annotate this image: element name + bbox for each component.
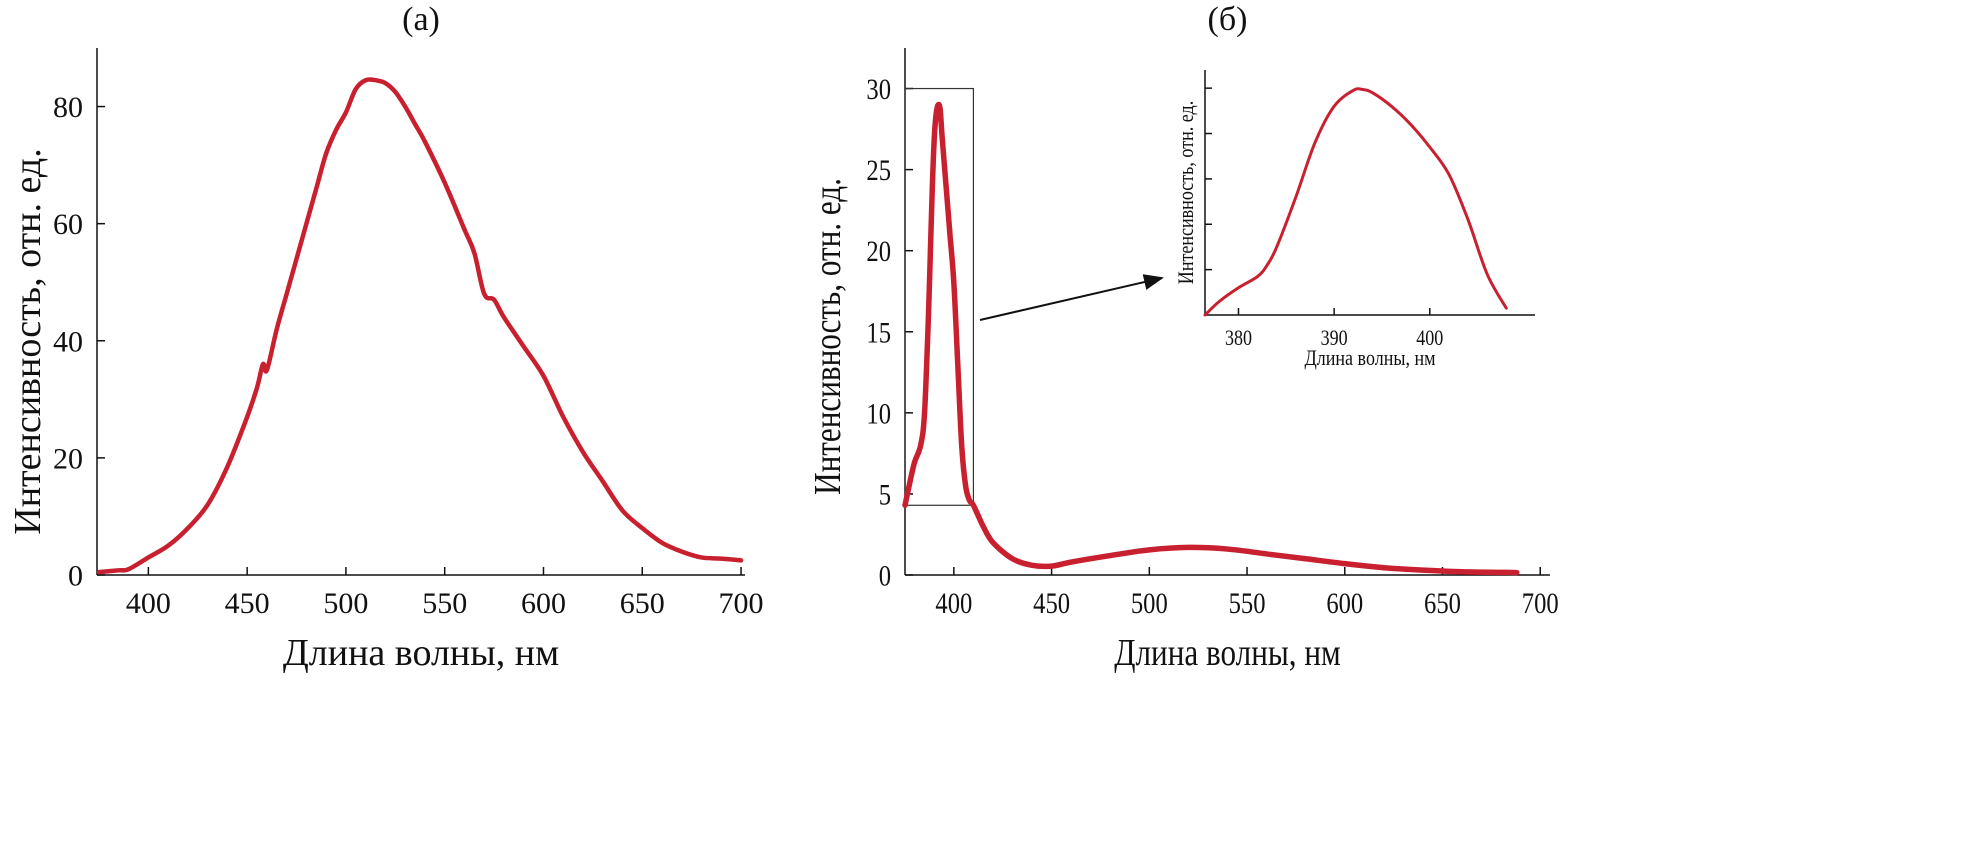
- y-axis-label: Интенсивность, отн. ед.: [806, 178, 849, 495]
- y-tick-label: 40: [53, 325, 83, 358]
- x-tick-label: 380: [1225, 326, 1252, 350]
- y-tick-label: 5: [879, 478, 891, 511]
- x-axis-label: Длина волны, нм: [1304, 346, 1435, 370]
- x-axis-label: Длина волны, нм: [1114, 631, 1341, 674]
- chart-title: (б): [1208, 1, 1248, 38]
- x-tick-label: 400: [1416, 326, 1443, 350]
- y-tick-label: 15: [866, 316, 891, 349]
- y-tick-label: 80: [53, 91, 83, 124]
- y-tick-label: 25: [866, 154, 891, 187]
- x-axis-label: Длина волны, нм: [283, 632, 559, 674]
- chart-panel-b: 400 450 500 550 600 650 700 0 5 10 15 20 25 30 (б) Длин…: [806, 1, 1559, 674]
- x-tick-label: 500: [1131, 587, 1168, 620]
- series-line: [96, 77, 744, 575]
- series-line: [902, 101, 1520, 576]
- chart-panel-a: 400 450 500 550 600 650 700 0 20 40 60 80 (а) Длина в…: [7, 1, 764, 674]
- x-tick-label: 500: [323, 587, 368, 620]
- y-axis-label: Интенсивность, отн. ед.: [1174, 101, 1198, 284]
- y-axis-label: Интенсивность, отн. ед.: [7, 148, 49, 534]
- y-tick-label: 20: [866, 235, 891, 268]
- x-tick-label: 550: [422, 587, 467, 620]
- x-tick-label: 450: [225, 587, 270, 620]
- x-tick-label: 400: [935, 587, 972, 620]
- x-tick-label: 600: [1326, 587, 1363, 620]
- x-tick-label: 650: [1424, 587, 1461, 620]
- y-tick-label: 30: [866, 73, 891, 106]
- x-tick-label: 600: [521, 587, 566, 620]
- y-tick-label: 20: [53, 442, 83, 475]
- x-tick-label: 650: [620, 587, 665, 620]
- x-tick-label: 390: [1321, 326, 1348, 350]
- zoom-box: [904, 87, 975, 506]
- x-tick-label: 700: [719, 587, 764, 620]
- y-tick-label: 60: [53, 208, 83, 241]
- chart-title: (а): [402, 1, 440, 38]
- x-tick-label: 700: [1522, 587, 1559, 620]
- zoom-arrow: [979, 274, 1164, 321]
- x-tick-label: 400: [126, 587, 171, 620]
- x-tick-label: 450: [1033, 587, 1070, 620]
- x-tick-label: 550: [1229, 587, 1266, 620]
- y-tick-label: 0: [68, 560, 83, 593]
- y-tick-label: 0: [879, 559, 891, 592]
- y-tick-label: 10: [866, 397, 891, 430]
- series-line: [1203, 87, 1508, 317]
